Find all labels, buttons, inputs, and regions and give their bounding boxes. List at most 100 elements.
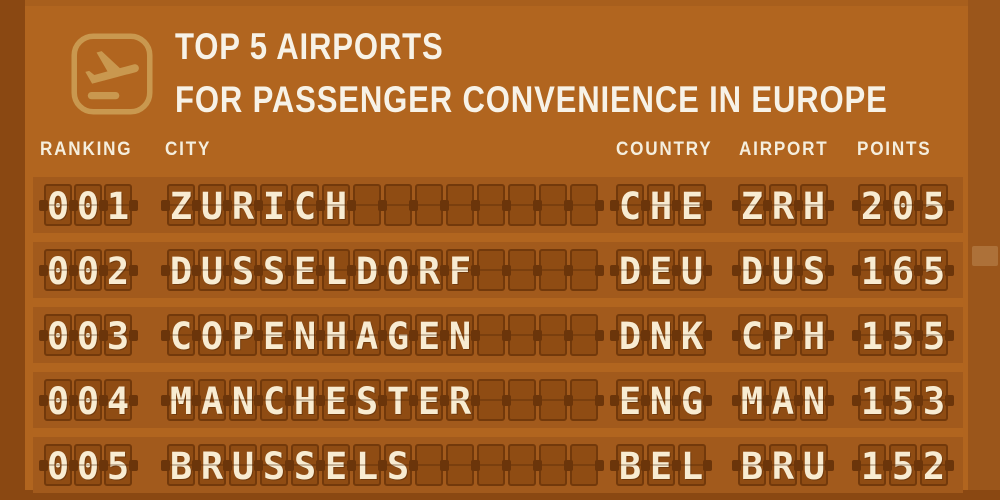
flap-cell: 3	[920, 379, 948, 423]
flap-letter: D	[618, 250, 642, 293]
flap-cell: K	[678, 314, 706, 357]
flap-letter: 5	[922, 315, 946, 358]
hinge-tab	[128, 199, 138, 211]
flap-cell: M	[738, 379, 766, 422]
hinge-tab	[794, 199, 803, 211]
flap-cell: E	[415, 314, 443, 358]
flap-cell: 0	[74, 444, 102, 487]
hinge-tab	[68, 394, 78, 406]
column-header-airport: AIRPORT	[739, 139, 829, 160]
hinge-tab	[98, 329, 108, 341]
hinge-tab	[641, 264, 650, 276]
flap-letter: G	[680, 380, 704, 423]
flap-letter: E	[649, 445, 673, 488]
flap-letter: 1	[860, 445, 884, 488]
flap-cell	[539, 184, 567, 226]
flap-cell: L	[353, 444, 381, 487]
hinge-tab	[732, 264, 741, 276]
flap-cell: Z	[738, 184, 766, 227]
flap-letter: N	[231, 380, 255, 423]
hinge-tab	[254, 394, 263, 406]
hinge-tab	[564, 199, 573, 211]
flap-cell: 5	[104, 444, 132, 487]
flap-cell: 3	[104, 314, 132, 358]
flap-letter: 0	[76, 250, 100, 293]
hinge-tab	[285, 329, 294, 341]
flap-letter: 0	[46, 380, 70, 423]
hinge-tab	[794, 264, 803, 276]
flap-letter: R	[771, 445, 795, 488]
hinge-tab	[732, 329, 741, 341]
airplane-takeoff-icon	[71, 33, 153, 115]
hinge-tab	[471, 329, 480, 341]
hinge-tab	[914, 264, 923, 276]
flap-letter: S	[262, 445, 286, 488]
hinge-tab	[128, 459, 138, 471]
column-header-ranking: RANKING	[40, 139, 133, 160]
flap-cell: R	[229, 184, 257, 227]
flap-letter: L	[324, 250, 348, 293]
flap-cell: 0	[74, 314, 102, 357]
flap-cell: 1	[858, 314, 886, 357]
hinge-tab	[285, 459, 294, 471]
hinge-tab	[316, 329, 325, 341]
flap-letter: E	[417, 315, 441, 358]
flap-cell: U	[229, 444, 257, 487]
flap-letter: B	[618, 445, 642, 488]
hinge-tab	[316, 264, 325, 276]
flap-letter: 3	[922, 380, 946, 423]
flap-letter: S	[262, 250, 286, 293]
flap-letter: H	[802, 185, 826, 228]
flap-letter: T	[386, 380, 410, 423]
flap-letter: 0	[76, 185, 100, 228]
flap-cell	[570, 314, 598, 356]
flap-cell: E	[678, 184, 706, 227]
flap-cell: 5	[920, 184, 948, 227]
flap-letter: A	[200, 380, 224, 423]
flap-letter: 4	[106, 380, 130, 423]
flap-cell: 0	[74, 249, 102, 293]
flap-cell: D	[167, 249, 195, 292]
hinge-tab	[128, 329, 138, 341]
flap-cell	[508, 314, 536, 356]
flap-letter: P	[231, 315, 255, 358]
hinge-tab	[883, 199, 892, 211]
flap-cell: B	[616, 444, 644, 488]
hinge-tab	[763, 264, 772, 276]
flap-cell: C	[291, 184, 319, 227]
flap-letter: 1	[106, 185, 130, 228]
hinge-tab	[672, 199, 681, 211]
flap-letter: 1	[860, 250, 884, 293]
flap-cell	[477, 184, 505, 226]
flap-cell: U	[198, 249, 226, 292]
hinge-tab	[533, 199, 542, 211]
hinge-tab	[254, 199, 263, 211]
hinge-tab	[440, 329, 449, 341]
hinge-tab	[68, 264, 78, 276]
hinge-tab	[763, 199, 772, 211]
hinge-tab	[732, 394, 741, 406]
flap-letter: 3	[106, 315, 130, 358]
flap-cell	[415, 444, 443, 486]
hinge-tab	[161, 329, 170, 341]
flap-cell: S	[291, 444, 319, 487]
flap-letter: Z	[169, 185, 193, 228]
flap-cell: H	[647, 184, 675, 227]
hinge-tab	[502, 264, 511, 276]
flap-cell	[477, 314, 505, 356]
flap-cell: H	[800, 314, 828, 357]
hinge-tab	[285, 264, 294, 276]
flap-letter: 0	[46, 185, 70, 228]
flap-cell: R	[446, 379, 474, 422]
hinge-tab	[825, 394, 834, 406]
flap-letter: D	[740, 250, 764, 293]
flap-letter: H	[324, 315, 348, 358]
hinge-tab	[533, 394, 542, 406]
hinge-tab	[38, 394, 48, 406]
flap-letter: 2	[106, 250, 130, 293]
flap-cell: R	[769, 184, 797, 227]
hinge-tab	[409, 394, 418, 406]
flap-cell: Z	[167, 184, 195, 228]
flap-cell: N	[800, 379, 828, 422]
hinge-tab	[883, 394, 892, 406]
